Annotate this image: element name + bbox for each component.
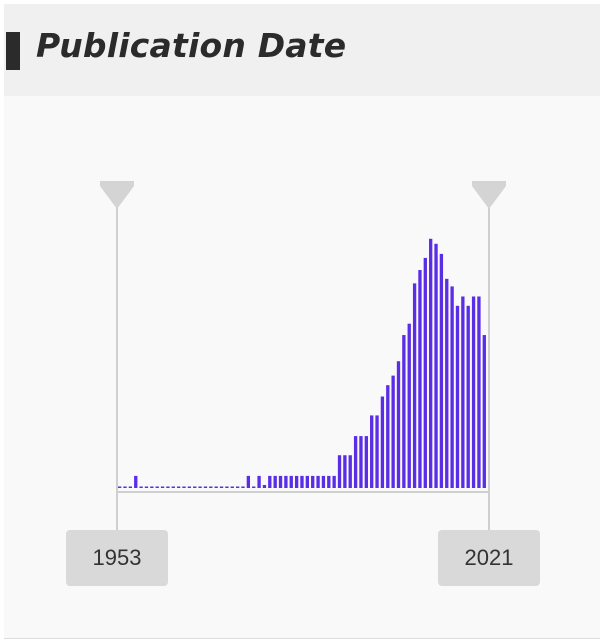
histogram-bar-1998 (359, 436, 363, 488)
histogram-bar-1956 (134, 475, 138, 488)
histogram-bar-1999 (364, 436, 368, 488)
histogram-bar-1957 (139, 486, 143, 488)
histogram-bar-2014 (445, 278, 449, 488)
histogram-bar-2011 (429, 238, 433, 488)
histogram-bar-1985 (289, 475, 293, 488)
histogram-bar-1980 (262, 484, 267, 488)
histogram-bar-1967 (193, 486, 197, 488)
histogram-bar-1991 (321, 475, 326, 488)
histogram-bar-1979 (257, 475, 261, 488)
histogram-bar-2016 (455, 305, 460, 488)
histogram-bar-1990 (316, 475, 320, 488)
histogram-bar-2012 (434, 243, 438, 488)
histogram-bar-2010 (423, 257, 427, 488)
histogram-bar-2002 (380, 396, 385, 488)
histogram-bar-1984 (284, 475, 288, 488)
histogram-bar-1997 (353, 436, 358, 488)
histogram-bar-1974 (230, 486, 234, 488)
header-accent-bar (6, 32, 20, 70)
filter-header: Publication Date (4, 4, 600, 96)
histogram-bar-2004 (391, 375, 395, 488)
filter-title: Publication Date (36, 26, 347, 65)
histogram-bar-1960 (155, 486, 159, 488)
histogram-bar-1965 (182, 486, 186, 488)
histogram-bar-1973 (225, 486, 229, 488)
start-handle-icon[interactable] (100, 181, 134, 209)
histogram-bar-1982 (273, 475, 277, 488)
histogram-bar-2005 (396, 361, 401, 488)
histogram-bar-1975 (235, 486, 240, 488)
histogram-bar-1964 (176, 486, 181, 488)
histogram-bar-1995 (343, 455, 347, 488)
histogram-bar-2009 (418, 270, 422, 488)
histogram-bar-1983 (278, 475, 283, 488)
histogram-bars (118, 238, 486, 488)
histogram-bar-1971 (214, 486, 218, 488)
histogram-bar-1966 (187, 486, 192, 488)
histogram-bar-1962 (166, 486, 170, 488)
histogram-bar-1981 (268, 475, 272, 488)
histogram-bar-1963 (171, 486, 175, 488)
histogram-bar-2019 (471, 296, 476, 488)
histogram-bar-2007 (407, 323, 411, 488)
histogram-bar-1996 (348, 455, 352, 488)
histogram-bar-1976 (241, 486, 245, 488)
histogram-bar-1977 (246, 475, 251, 488)
histogram-bar-2020 (477, 296, 481, 488)
histogram-bar-1954 (123, 486, 127, 488)
histogram-bar-2001 (375, 415, 379, 488)
histogram-bar-1968 (198, 486, 202, 488)
histogram-bar-2000 (370, 415, 374, 488)
histogram-bar-2006 (402, 335, 406, 488)
histogram-bar-1961 (160, 486, 165, 488)
histogram-bar-1955 (128, 486, 133, 488)
histogram-bar-2018 (466, 305, 470, 488)
histogram-bar-2013 (439, 253, 444, 488)
histogram-bar-1988 (305, 475, 309, 488)
histogram-bar-1953 (118, 486, 122, 488)
histogram-bar-2021 (482, 335, 486, 488)
histogram-bar-1986 (294, 475, 299, 488)
histogram-bar-1993 (332, 475, 336, 488)
histogram-bar-1959 (150, 486, 154, 488)
end-year-box[interactable]: 2021 (438, 530, 540, 586)
histogram-bar-1970 (209, 486, 213, 488)
histogram-bar-1978 (252, 486, 256, 488)
histogram-bar-2003 (386, 385, 390, 488)
histogram-bar-1969 (203, 486, 208, 488)
histogram-bar-1992 (327, 475, 331, 488)
start-year-box[interactable]: 1953 (66, 530, 168, 586)
end-handle-icon[interactable] (472, 181, 506, 209)
histogram-bar-1972 (219, 486, 224, 488)
histogram-bar-2017 (461, 296, 465, 488)
histogram-bar-1987 (300, 475, 304, 488)
histogram-bar-1994 (337, 455, 342, 488)
histogram-bar-1989 (311, 475, 315, 488)
histogram-bar-2015 (450, 286, 454, 488)
histogram-bar-1958 (144, 486, 149, 488)
histogram-bar-2008 (412, 283, 417, 488)
